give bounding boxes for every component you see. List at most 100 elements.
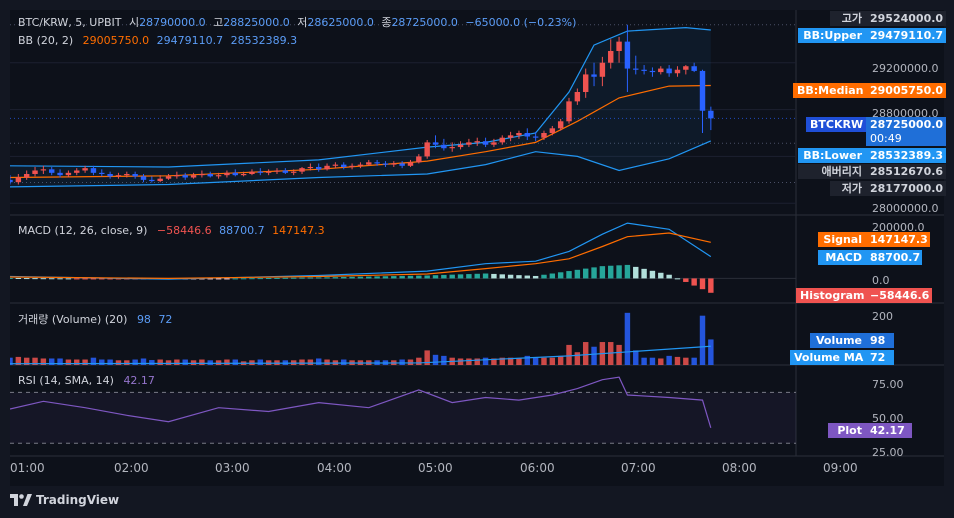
candle-body [591,74,597,77]
candle-body [399,163,405,166]
volume-bar [699,315,706,365]
candle-body [224,172,230,176]
macd-histogram-bar [324,277,330,279]
candle-body [23,174,30,178]
volume-bar [165,360,172,365]
candle-body [165,176,172,179]
candle-body [40,169,47,171]
macd-legend-name[interactable]: MACD (12, 26, close, 9) [18,224,148,237]
macd-badge-value: 88700.7 [866,250,922,265]
volume-bar [491,358,497,365]
candle-body [524,133,531,137]
macd-histogram-bar [207,278,213,280]
macd-badge-label: MACD [818,250,866,265]
candle-body [449,147,455,149]
volume-bar [82,359,88,365]
bb-legend-name[interactable]: BB (20, 2) [18,34,74,47]
macd-histogram-bar [532,275,539,279]
candle-body [549,128,556,133]
macd-legend[interactable]: MACD (12, 26, close, 9) −58446.6 88700.7… [18,224,325,238]
macd-histogram-bar [382,276,389,279]
macd-histogram-bar [633,266,639,279]
candle-body [32,170,38,174]
candle-body [432,142,439,145]
candle-body [182,175,188,178]
volume-bar [683,357,689,365]
macd-histogram-bar [399,275,405,279]
macd-histogram-bar [524,275,531,279]
macd-histogram-bar [641,268,647,279]
volume-bar [132,359,138,365]
bb-legend-lower: 28532389.3 [230,34,298,47]
macd-histogram-bar [374,276,380,279]
last-price-badge-label: BTCKRW [806,117,866,132]
volume-bar [257,359,264,365]
candle-body [341,164,347,167]
macd-histogram-bar [257,278,264,280]
macd-histogram-bar [107,278,113,280]
symbol-legend[interactable]: BTC/KRW, 5, UPBIT 시28790000.0 고28825000.… [18,16,576,30]
candle-body [674,69,681,74]
candle-body [265,171,272,173]
candle-body [649,70,656,73]
volume-bar [708,339,714,365]
bb-upper-badge-value: 29479110.7 [866,28,946,43]
macd-histogram-bar [491,273,497,279]
volume-bar [324,359,330,365]
macd-histogram-bar [240,278,247,280]
candle-body [374,162,380,164]
volume-bar [140,358,147,365]
candle-body [366,162,372,165]
bb-lower-line [10,140,712,188]
macd-histogram-bar [32,278,38,280]
candle-body [666,68,672,74]
volume-bar [207,360,213,365]
macd-histogram-bar [616,265,622,279]
macd-histogram-bar [90,278,97,280]
candle-body [190,175,197,178]
macd-histogram-bar [541,274,547,279]
macd-histogram-bar [699,278,706,290]
histogram-badge-label: Histogram [796,288,866,303]
candle-body [574,92,581,102]
volume-bar [499,357,505,365]
rsi-legend-name[interactable]: RSI (14, SMA, 14) [18,374,114,387]
volume-axis-tick: 200 [872,310,893,323]
price-axis-tick: 29200000.0 [872,62,939,75]
macd-histogram-bar [232,278,238,280]
candle-body [557,121,564,129]
volume-legend[interactable]: 거래량 (Volume) (20) 98 72 [18,313,172,327]
chart-plot-area[interactable] [10,10,944,486]
candle-body [299,168,305,172]
time-axis-tick: 09:00 [823,461,858,475]
macd-histogram-bar [658,272,664,279]
bb-legend[interactable]: BB (20, 2) 29005750.0 29479110.7 2853238… [18,34,297,48]
macd-histogram-bar [315,277,322,279]
candle-body [691,66,697,71]
volume-bar [174,359,180,365]
volume-bar [299,359,305,365]
macd-histogram-bar [357,276,364,279]
macd-histogram-bar [40,278,47,280]
tradingview-logo[interactable]: TradingView [10,491,119,509]
tradingview-logo-icon [10,494,32,506]
macd-histogram-bar [366,276,372,279]
macd-histogram-bar [15,278,22,280]
volume-bar [341,359,347,365]
candle-body [699,70,706,111]
volume-legend-ma: 72 [158,313,173,326]
candle-body [157,178,163,182]
candle-body [10,179,13,183]
volume-bar [574,352,581,365]
volume-legend-name[interactable]: 거래량 (Volume) (20) [18,313,128,326]
candle-body [516,133,522,136]
chart-svg[interactable] [10,10,944,486]
macd-histogram-bar [265,278,272,280]
rsi-legend[interactable]: RSI (14, SMA, 14) 42.17 [18,374,155,388]
rsi-band-fill [10,392,796,444]
volume-bar [591,346,597,365]
symbol-name[interactable]: BTC/KRW, 5, UPBIT [18,16,122,29]
price-axis-tick: 28800000.0 [872,107,939,120]
candle-body [107,174,113,177]
